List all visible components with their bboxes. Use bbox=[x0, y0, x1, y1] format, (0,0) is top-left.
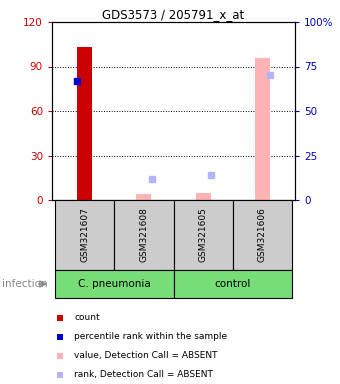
Text: GSM321607: GSM321607 bbox=[80, 208, 89, 262]
Text: rank, Detection Call = ABSENT: rank, Detection Call = ABSENT bbox=[74, 370, 213, 379]
Text: percentile rank within the sample: percentile rank within the sample bbox=[74, 332, 227, 341]
Bar bbox=[77, 47, 92, 200]
Bar bbox=[55, 200, 114, 270]
Bar bbox=[55, 270, 173, 298]
Bar bbox=[114, 200, 173, 270]
Bar bbox=[196, 193, 210, 200]
Bar bbox=[233, 200, 292, 270]
Text: count: count bbox=[74, 313, 100, 322]
Text: GSM321606: GSM321606 bbox=[258, 208, 267, 262]
Text: C. pneumonia: C. pneumonia bbox=[78, 279, 151, 289]
Text: GSM321605: GSM321605 bbox=[199, 208, 208, 262]
Text: control: control bbox=[215, 279, 251, 289]
Bar bbox=[255, 58, 270, 200]
Bar bbox=[173, 270, 292, 298]
Text: GSM321608: GSM321608 bbox=[139, 208, 148, 262]
Bar bbox=[173, 200, 233, 270]
Bar bbox=[136, 194, 151, 200]
Text: infection: infection bbox=[2, 279, 48, 289]
Text: value, Detection Call = ABSENT: value, Detection Call = ABSENT bbox=[74, 351, 218, 360]
Title: GDS3573 / 205791_x_at: GDS3573 / 205791_x_at bbox=[102, 8, 244, 21]
